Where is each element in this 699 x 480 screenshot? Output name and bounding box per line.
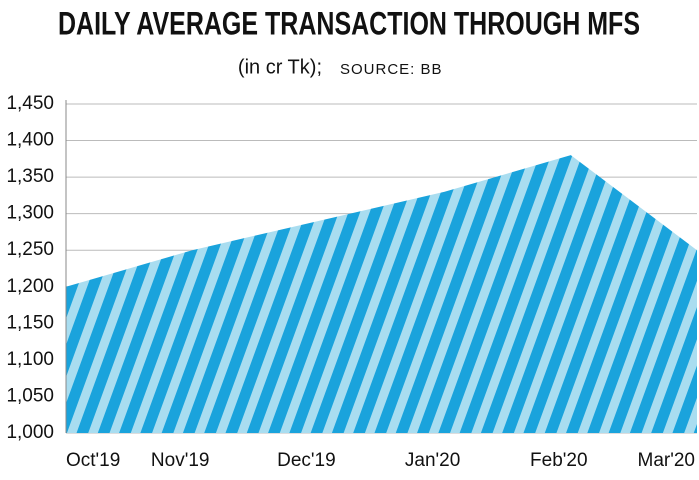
x-tick-label: Nov'19 (151, 450, 210, 471)
y-tick-label: 1,450 (6, 93, 54, 114)
subtitle: (in cr Tk); (238, 56, 322, 78)
x-tick-label: Oct'19 (66, 450, 120, 471)
x-tick-label: Mar'20 (638, 450, 695, 471)
y-tick-label: 1,000 (6, 422, 54, 443)
y-tick-label: 1,300 (6, 203, 54, 224)
source: SOURCE: BB (340, 61, 443, 78)
y-tick-label: 1,050 (6, 385, 54, 406)
y-tick-label: 1,250 (6, 239, 54, 260)
y-tick-label: 1,400 (6, 130, 54, 151)
x-tick-label: Feb'20 (530, 450, 588, 471)
y-tick-label: 1,350 (6, 166, 54, 187)
y-tick-label: 1,200 (6, 276, 54, 297)
y-tick-label: 1,100 (6, 349, 54, 370)
x-tick-label: Jan'20 (405, 450, 460, 471)
y-tick-label: 1,150 (6, 312, 54, 333)
chart-title: DAILY AVERAGE TRANSACTION THROUGH MFS (58, 5, 640, 41)
x-tick-label: Dec'19 (277, 450, 336, 471)
area (66, 155, 697, 433)
